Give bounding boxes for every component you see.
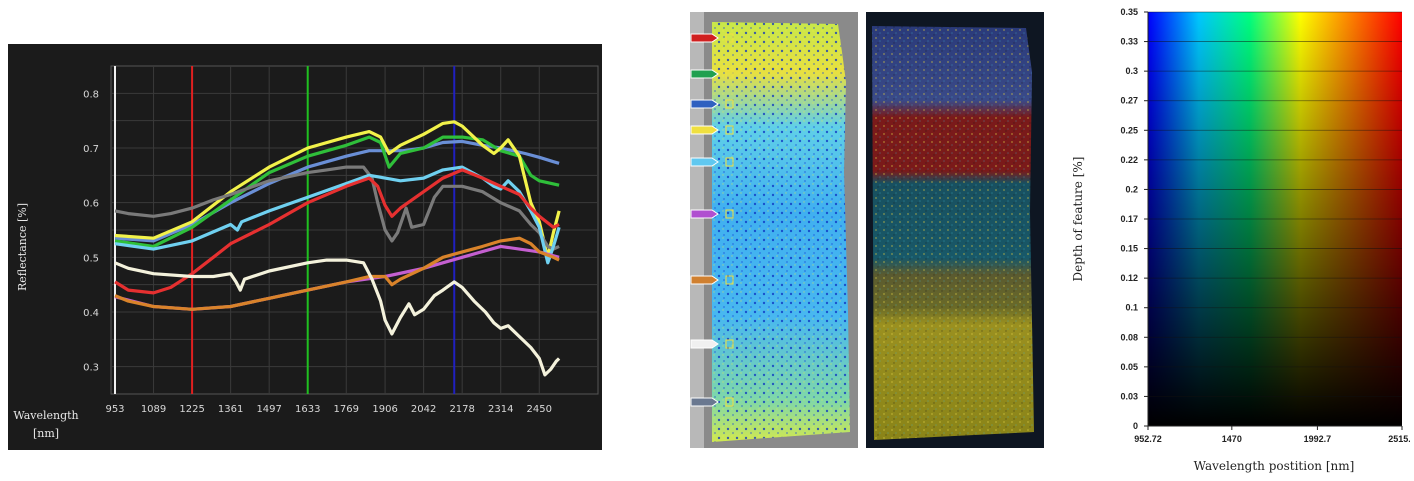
colormap-y-tick-label: 0.1 xyxy=(1125,303,1138,313)
hyperspectral-image-pair xyxy=(676,12,1044,448)
spectrum-series-line xyxy=(114,135,560,248)
reflectance-map-svg xyxy=(690,12,850,448)
x-tick-label: 2178 xyxy=(449,404,474,415)
x-tick-label: 1089 xyxy=(141,404,166,415)
sample-point-box xyxy=(725,339,734,349)
sample-point-box xyxy=(725,157,734,167)
spectrum-series-line xyxy=(114,120,561,259)
sample-point-marker xyxy=(690,339,719,349)
colormap-y-tick-label: 0.3 xyxy=(1125,66,1138,76)
sample-point-box xyxy=(725,33,734,43)
x-tick-label: 1497 xyxy=(256,404,281,415)
colormap-y-tick-label: 0.25 xyxy=(1120,125,1138,135)
colormap-y-tick-label: 0.05 xyxy=(1120,362,1138,372)
colormap-y-tick-label: 0 xyxy=(1133,421,1138,431)
sample-point-marker xyxy=(690,397,719,407)
reflectance-map-image xyxy=(690,12,858,448)
spectrum-series-line xyxy=(114,139,560,243)
sample-point-box xyxy=(725,209,734,219)
spectrum-series-line xyxy=(114,244,560,311)
sample-point-marker xyxy=(690,157,719,167)
colormap-y-tick-label: 0.2 xyxy=(1125,184,1138,194)
colormap-y-axis-title: Depth of feature [%] xyxy=(1071,157,1085,282)
colormap-x-tick-label: 1470 xyxy=(1222,434,1242,444)
y-tick-label: 0.5 xyxy=(83,253,99,264)
spectrum-series-line xyxy=(114,168,560,295)
colormap-y-tick-label: 0.33 xyxy=(1120,37,1138,47)
spectrum-series-line xyxy=(114,165,561,265)
colormap-y-tick-label: 0.15 xyxy=(1120,244,1138,254)
x-tick-label: 1633 xyxy=(295,404,320,415)
colormap-svg: 0.35 0.33 0.3 0.27 0.25 0.22 0.2 0.17 0.15 0.12 0.… xyxy=(1071,7,1414,473)
sample-point-marker xyxy=(690,275,719,285)
x-axis-title-line1: Wavelength xyxy=(13,409,78,422)
sample-point-box xyxy=(725,99,734,109)
y-tick-label: 0.4 xyxy=(83,308,99,319)
sample-point-box xyxy=(725,397,734,407)
x-tick-label: 2314 xyxy=(488,404,513,415)
colormap-x-axis-title: Wavelength postition [nm] xyxy=(1194,459,1355,473)
y-tick-label: 0.7 xyxy=(83,144,99,155)
sample-point-box xyxy=(725,125,734,135)
colormap-x-tick-label: 2515.4 xyxy=(1388,434,1410,444)
spectrum-series-line xyxy=(114,165,560,251)
colormap-y-tick-label: 0.17 xyxy=(1120,214,1138,224)
colormap-y-tick-label: 0.08 xyxy=(1120,332,1138,342)
x-tick-label: 953 xyxy=(105,404,124,415)
sample-point-marker xyxy=(690,99,719,109)
sample-point-marker xyxy=(690,209,719,219)
x-axis-title-line2: [nm] xyxy=(33,427,59,440)
y-tick-label: 0.3 xyxy=(83,363,99,374)
y-axis-title: Reflectance [%] xyxy=(16,203,29,291)
sample-point-marker xyxy=(690,125,719,135)
y-tick-label: 0.8 xyxy=(83,89,99,100)
x-tick-label: 1769 xyxy=(334,404,359,415)
colormap-y-tick-label: 0.27 xyxy=(1120,96,1138,106)
sample-point-marker xyxy=(690,69,719,79)
sample-point-box xyxy=(725,275,734,285)
x-tick-label: 2450 xyxy=(527,404,552,415)
colormap-y-tick-label: 0.03 xyxy=(1120,391,1138,401)
colormap-y-tick-label: 0.35 xyxy=(1120,7,1138,17)
classification-map-svg xyxy=(872,26,1034,440)
spectral-reflectance-chart: 0.3 0.4 0.5 0.6 0.7 0.8 953 1089 1225 1361 1497 16… xyxy=(8,44,602,450)
sample-point-marker xyxy=(690,33,719,43)
sample-point-box xyxy=(725,69,734,79)
x-tick-label: 1225 xyxy=(179,404,204,415)
spectrum-series-line xyxy=(114,258,561,377)
x-tick-label: 1906 xyxy=(372,404,397,415)
y-tick-label: 0.6 xyxy=(83,199,99,210)
x-tick-label: 1361 xyxy=(218,404,243,415)
colormap-y-tick-label: 0.22 xyxy=(1120,155,1138,165)
colormap-x-tick-label: 1992.7 xyxy=(1304,434,1332,444)
x-tick-label: 2042 xyxy=(411,404,436,415)
colormap-y-tick-label: 0.12 xyxy=(1120,273,1138,283)
colormap-x-tick-label: 952.72 xyxy=(1134,434,1162,444)
spectra-plot-svg: 0.3 0.4 0.5 0.6 0.7 0.8 953 1089 1225 1361 1497 16… xyxy=(13,65,599,440)
depth-wavelength-colormap: 0.35 0.33 0.3 0.27 0.25 0.22 0.2 0.17 0.15 0.12 0.… xyxy=(1060,0,1414,477)
mineral-classification-image xyxy=(866,12,1044,448)
spectrum-series-line xyxy=(114,236,560,311)
